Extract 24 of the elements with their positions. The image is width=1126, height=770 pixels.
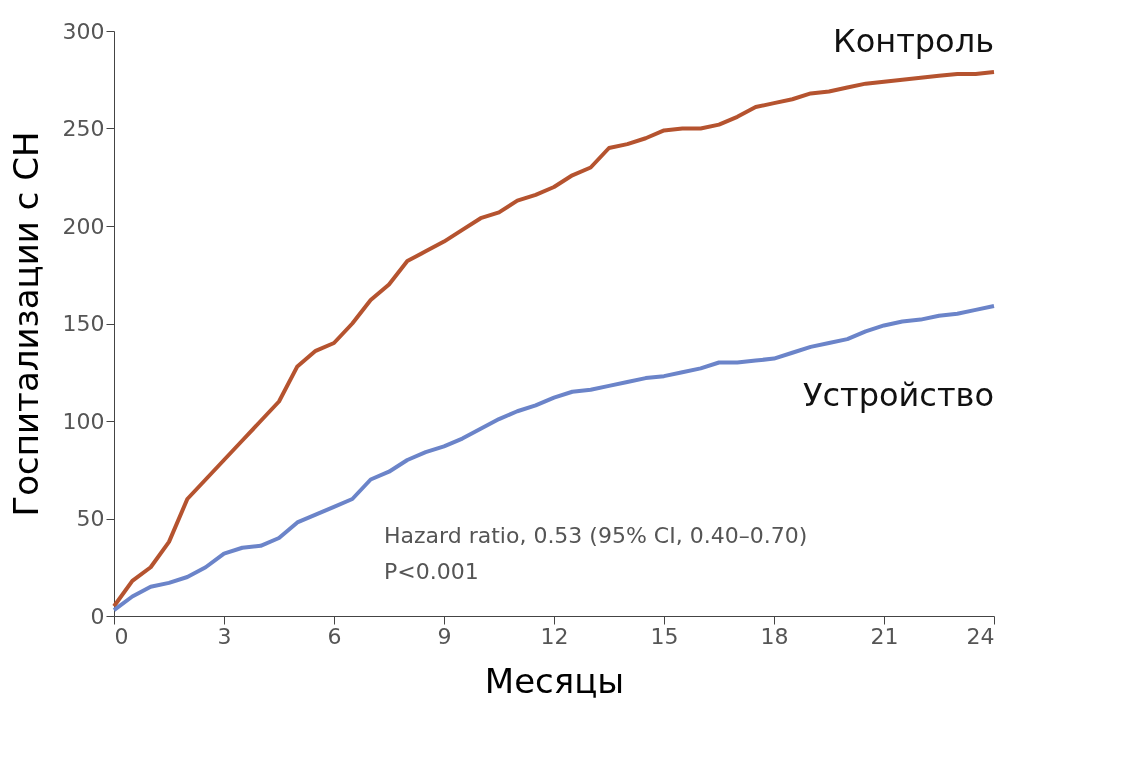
y-tick-label: 200	[62, 213, 105, 239]
line-series	[112, 69, 996, 609]
x-tick-label: 21	[870, 623, 899, 649]
y-tick-label: 300	[62, 18, 105, 44]
x-axis-title: Месяцы	[484, 660, 625, 701]
y-tick-label: 50	[76, 506, 105, 531]
annotation: Hazard ratio, 0.53 (95% CI, 0.40–0.70)	[384, 523, 808, 548]
x-tick-label: 0	[114, 623, 129, 649]
x-tick-label: 9	[437, 623, 452, 649]
x-tick-label: 3	[217, 623, 232, 649]
line-series	[112, 303, 996, 613]
series-label: Контроль	[832, 21, 994, 60]
x-tick-label: 18	[760, 623, 789, 649]
y-tick-label: 100	[62, 408, 105, 434]
y-tick-label: 0	[90, 603, 105, 629]
y-axis-title: Госпитализации с СН	[5, 131, 46, 517]
y-tick-label: 250	[62, 116, 105, 141]
x-tick-label: 12	[540, 623, 569, 649]
x-tick-label: 6	[327, 623, 342, 649]
y-tick-label: 150	[62, 311, 105, 336]
x-tick-label: 24	[966, 623, 995, 649]
annotation: P<0.001	[384, 559, 479, 584]
x-tick-label: 15	[650, 623, 679, 649]
series-label: Устройство	[802, 375, 994, 414]
